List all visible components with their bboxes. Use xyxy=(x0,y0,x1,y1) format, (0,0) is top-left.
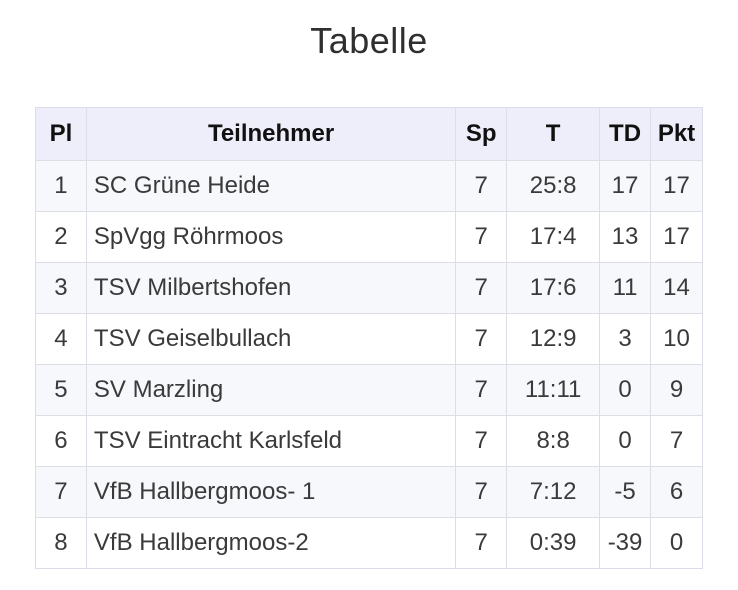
cell-name: VfB Hallbergmoos-2 xyxy=(85,517,457,569)
header-teilnehmer: Teilnehmer xyxy=(85,107,457,161)
cell-td: 11 xyxy=(599,262,651,314)
header-row: Pl Teilnehmer Sp T TD Pkt xyxy=(35,107,703,161)
table-row: 8 VfB Hallbergmoos-2 7 0:39 -39 0 xyxy=(35,517,703,569)
cell-pl: 5 xyxy=(35,364,87,416)
header-pkt: Pkt xyxy=(650,107,703,161)
cell-pl: 2 xyxy=(35,211,87,263)
cell-td: 17 xyxy=(599,160,651,212)
cell-td: 13 xyxy=(599,211,651,263)
cell-sp: 7 xyxy=(455,415,508,467)
cell-t: 17:6 xyxy=(506,262,601,314)
table-row: 5 SV Marzling 7 11:11 0 9 xyxy=(35,364,703,416)
cell-td: 0 xyxy=(599,364,651,416)
cell-pkt: 7 xyxy=(650,415,703,467)
cell-t: 17:4 xyxy=(506,211,601,263)
header-sp: Sp xyxy=(455,107,508,161)
cell-sp: 7 xyxy=(455,313,508,365)
cell-td: -39 xyxy=(599,517,651,569)
cell-pl: 6 xyxy=(35,415,87,467)
table-body: 1 SC Grüne Heide 7 25:8 17 17 2 SpVgg Rö… xyxy=(35,160,703,569)
table-row: 6 TSV Eintracht Karlsfeld 7 8:8 0 7 xyxy=(35,415,703,467)
cell-sp: 7 xyxy=(455,466,508,518)
cell-pl: 3 xyxy=(35,262,87,314)
cell-pl: 1 xyxy=(35,160,87,212)
header-pl: Pl xyxy=(35,107,87,161)
cell-name: SV Marzling xyxy=(85,364,457,416)
cell-pl: 8 xyxy=(35,517,87,569)
cell-pkt: 6 xyxy=(650,466,703,518)
table-row: 1 SC Grüne Heide 7 25:8 17 17 xyxy=(35,160,703,212)
cell-name: TSV Eintracht Karlsfeld xyxy=(85,415,457,467)
cell-pkt: 10 xyxy=(650,313,703,365)
cell-t: 11:11 xyxy=(506,364,601,416)
cell-pkt: 14 xyxy=(650,262,703,314)
cell-td: 3 xyxy=(599,313,651,365)
table-row: 3 TSV Milbertshofen 7 17:6 11 14 xyxy=(35,262,703,314)
cell-name: SpVgg Röhrmoos xyxy=(85,211,457,263)
cell-name: TSV Milbertshofen xyxy=(85,262,457,314)
cell-t: 12:9 xyxy=(506,313,601,365)
cell-name: VfB Hallbergmoos- 1 xyxy=(85,466,457,518)
table-row: 4 TSV Geiselbullach 7 12:9 3 10 xyxy=(35,313,703,365)
header-td: TD xyxy=(599,107,651,161)
cell-sp: 7 xyxy=(455,160,508,212)
standings-table: Pl Teilnehmer Sp T TD Pkt 1 SC Grüne Hei… xyxy=(35,107,703,569)
header-t: T xyxy=(506,107,601,161)
cell-name: SC Grüne Heide xyxy=(85,160,457,212)
table-row: 7 VfB Hallbergmoos- 1 7 7:12 -5 6 xyxy=(35,466,703,518)
cell-pl: 4 xyxy=(35,313,87,365)
cell-pkt: 17 xyxy=(650,211,703,263)
cell-sp: 7 xyxy=(455,262,508,314)
cell-sp: 7 xyxy=(455,211,508,263)
cell-sp: 7 xyxy=(455,364,508,416)
cell-td: 0 xyxy=(599,415,651,467)
cell-t: 7:12 xyxy=(506,466,601,518)
page-title: Tabelle xyxy=(310,20,428,61)
table-header: Pl Teilnehmer Sp T TD Pkt xyxy=(35,107,703,161)
cell-t: 25:8 xyxy=(506,160,601,212)
cell-t: 8:8 xyxy=(506,415,601,467)
cell-pkt: 17 xyxy=(650,160,703,212)
cell-sp: 7 xyxy=(455,517,508,569)
table-row: 2 SpVgg Röhrmoos 7 17:4 13 17 xyxy=(35,211,703,263)
cell-pl: 7 xyxy=(35,466,87,518)
cell-name: TSV Geiselbullach xyxy=(85,313,457,365)
cell-pkt: 0 xyxy=(650,517,703,569)
cell-pkt: 9 xyxy=(650,364,703,416)
cell-td: -5 xyxy=(599,466,651,518)
cell-t: 0:39 xyxy=(506,517,601,569)
